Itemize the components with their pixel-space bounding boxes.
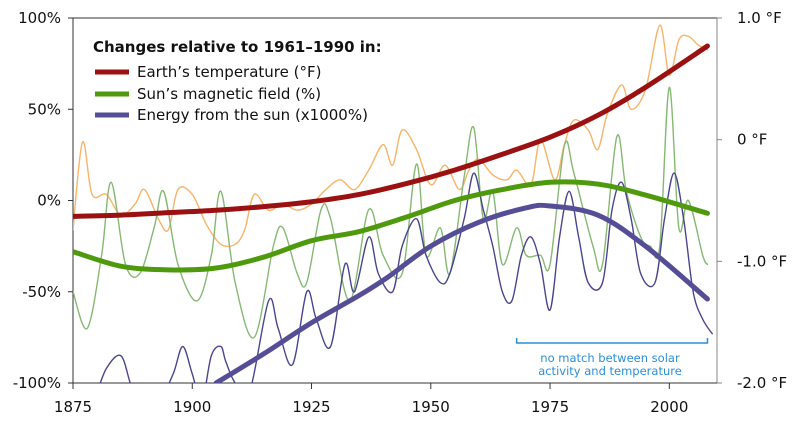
axes: 1875 1900 1925 1950 1975 2000 100% 50% 0% -50% -10… <box>13 9 787 416</box>
y-left-tick-label: 50% <box>28 100 61 118</box>
x-tick-label: 1925 <box>292 398 330 416</box>
annotation-bracket <box>515 338 709 344</box>
legend-label-magnetic-field: Sun’s magnetic field (%) <box>137 85 321 103</box>
legend-label-sun-energy: Energy from the sun (x1000%) <box>137 106 368 124</box>
y-right-tick-label: -1.0 °F <box>737 252 787 270</box>
y-left-tick-label: 0% <box>37 192 61 210</box>
y-right-tick-label: 0 °F <box>737 131 767 149</box>
annotation-line-1: no match between solar <box>540 351 680 365</box>
y-right-tick-label: -2.0 °F <box>737 374 787 392</box>
series-group <box>73 24 713 383</box>
x-tick-label: 1900 <box>173 398 211 416</box>
y-left-tick-label: 100% <box>18 9 61 27</box>
y-left-tick-label: -50% <box>22 283 61 301</box>
smooth-series-line-5 <box>213 202 710 383</box>
smooth-series-line-4 <box>73 179 710 273</box>
x-tick-label: 1950 <box>412 398 450 416</box>
smooth-series-line-3 <box>73 43 710 219</box>
x-tick-label: 1875 <box>54 398 92 416</box>
legend: Changes relative to 1961–1990 in: Earth’… <box>93 38 382 124</box>
y-right-tick-label: 1.0 °F <box>737 9 782 27</box>
y-left-tick-label: -100% <box>13 374 61 392</box>
x-tick-label: 1975 <box>531 398 569 416</box>
legend-title: Changes relative to 1961–1990 in: <box>93 38 382 56</box>
annotation-line-2: activity and temperature <box>538 364 682 378</box>
annotation: no match between solar activity and temp… <box>515 338 709 378</box>
x-tick-label: 2000 <box>650 398 688 416</box>
legend-label-temperature: Earth’s temperature (°F) <box>137 63 321 81</box>
